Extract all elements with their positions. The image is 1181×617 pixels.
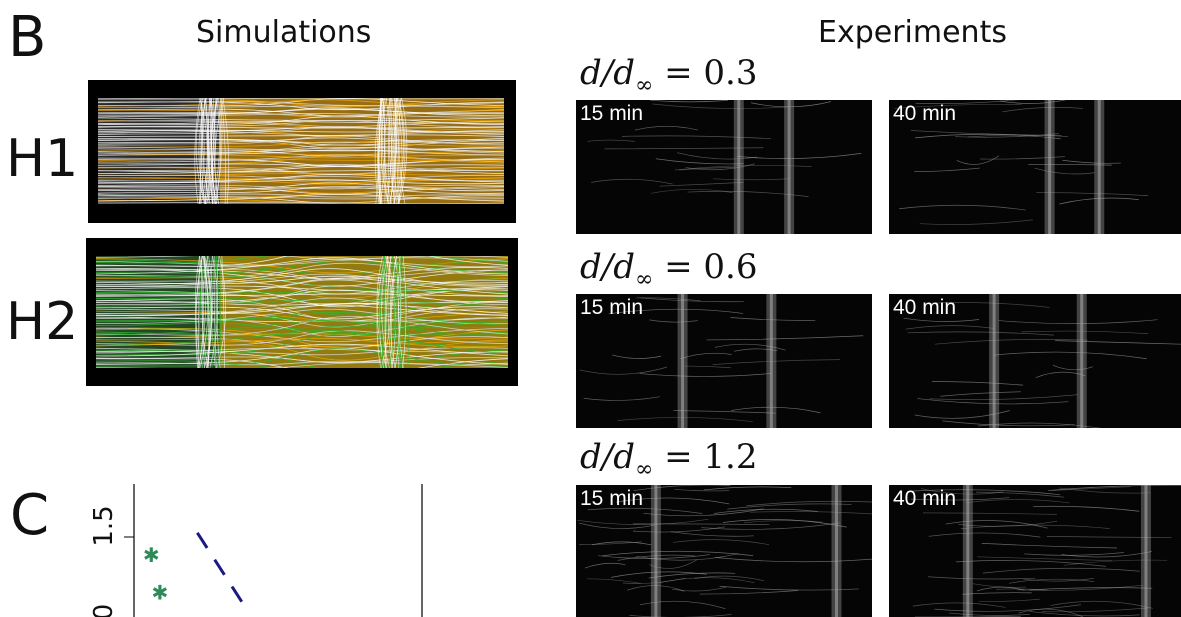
row-label-h1: H1 xyxy=(6,129,79,189)
panel-c-chart: 1.5 0 ✱ ✱ xyxy=(89,484,423,617)
ratio-label-2: d/d∞ = 0.6 xyxy=(580,247,758,292)
experiment-1-40min: 40 min xyxy=(889,100,1181,234)
time-label: 40 min xyxy=(893,102,957,125)
experiment-3-15min: 15 min xyxy=(576,485,872,617)
simulation-h1 xyxy=(88,80,516,223)
panel-b-letter: B xyxy=(8,5,47,70)
y-tick-label: 1.5 xyxy=(89,505,119,546)
row-label-h2: H2 xyxy=(6,292,79,352)
y-tick-label: 0 xyxy=(89,604,119,617)
experiment-2-40min: 40 min xyxy=(889,294,1181,428)
time-label: 15 min xyxy=(580,102,644,125)
simulation-h2-traces xyxy=(96,256,508,368)
time-label: 40 min xyxy=(893,296,957,319)
panel-c-letter: C xyxy=(10,483,50,548)
experiment-2-15min: 15 min xyxy=(576,294,872,428)
experiments-title: Experiments xyxy=(818,15,1007,50)
simulation-h2 xyxy=(86,238,518,386)
data-point-star: ✱ xyxy=(143,543,160,567)
simulation-h1-traces xyxy=(98,98,504,204)
experiment-1-15min: 15 min xyxy=(576,100,872,234)
simulations-title: Simulations xyxy=(196,15,372,50)
data-point-star: ✱ xyxy=(152,581,169,605)
experiment-3-40min: 40 min xyxy=(889,485,1181,617)
time-label: 15 min xyxy=(580,487,644,510)
ratio-label-1: d/d∞ = 0.3 xyxy=(580,53,758,98)
dashed-series-line xyxy=(196,531,245,606)
time-label: 40 min xyxy=(893,487,957,510)
ratio-label-3: d/d∞ = 1.2 xyxy=(580,437,758,482)
time-label: 15 min xyxy=(580,296,644,319)
